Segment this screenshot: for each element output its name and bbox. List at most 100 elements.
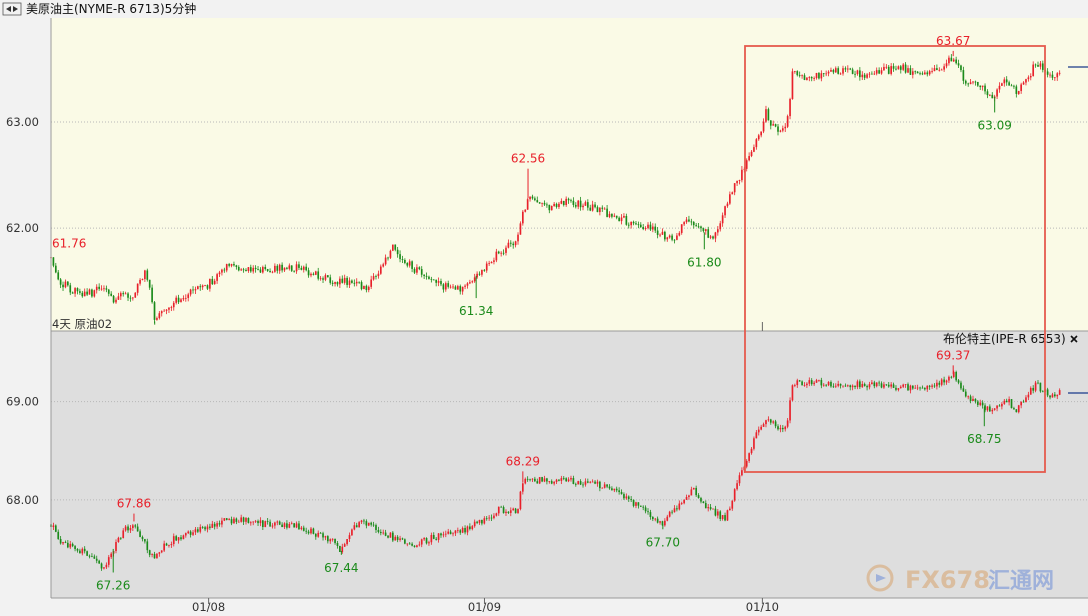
- candle-body: [54, 525, 57, 532]
- candle-body: [353, 282, 356, 284]
- candle-body: [233, 518, 235, 524]
- candle-body: [141, 536, 144, 540]
- candle-body: [668, 235, 671, 238]
- candle-body: [64, 281, 67, 288]
- candle-body: [620, 492, 623, 495]
- candle-body: [553, 481, 555, 484]
- candle-body: [784, 426, 787, 430]
- candle-body: [168, 545, 170, 546]
- candle-body: [878, 382, 880, 384]
- candle-body: [478, 273, 481, 275]
- candle-body: [846, 68, 849, 70]
- candle-body: [134, 292, 137, 298]
- candle-body: [160, 550, 163, 553]
- candle-body: [659, 521, 661, 523]
- candle-body: [615, 215, 618, 218]
- candle-body: [851, 69, 854, 74]
- candle-body: [160, 311, 163, 314]
- candle-body: [750, 151, 753, 157]
- candle-body: [319, 278, 322, 280]
- candle-body: [981, 85, 984, 88]
- candle-body: [719, 511, 722, 519]
- candle-body: [490, 261, 493, 264]
- candle-body: [192, 532, 194, 535]
- candle-body: [757, 429, 760, 433]
- candle-body: [230, 519, 233, 524]
- candle-body: [163, 310, 165, 312]
- candle-body: [801, 381, 803, 386]
- candle-body: [360, 282, 363, 290]
- candle-body: [211, 278, 214, 285]
- candle-body: [781, 128, 784, 131]
- candle-body: [79, 550, 81, 554]
- candle-body: [777, 426, 779, 430]
- candle-body: [175, 297, 178, 303]
- candle-body: [791, 71, 794, 100]
- candle-body: [940, 379, 943, 385]
- candle-body: [702, 228, 705, 232]
- candle-body: [252, 521, 255, 523]
- candle-body: [237, 266, 240, 271]
- candle-body: [199, 527, 202, 532]
- candle-body: [536, 200, 539, 203]
- candle-body: [753, 438, 755, 449]
- candle-body: [550, 481, 553, 484]
- candle-body: [591, 204, 594, 211]
- candle-body: [189, 531, 192, 535]
- candle-body: [370, 279, 373, 287]
- candle-body: [329, 539, 332, 542]
- candle-body: [716, 229, 719, 233]
- candle-body: [326, 536, 329, 542]
- candle-body: [286, 523, 288, 528]
- candle-body: [228, 264, 230, 266]
- watermark-chinese: 汇通网: [988, 569, 1054, 594]
- candle-body: [117, 537, 120, 543]
- candle-body: [570, 200, 572, 202]
- candle-body: [62, 542, 64, 544]
- candle-body: [163, 543, 165, 551]
- candle-body: [644, 507, 647, 512]
- candle-body: [697, 495, 700, 499]
- candle-body: [1025, 79, 1027, 83]
- candle-body: [382, 532, 385, 534]
- candle-body: [531, 196, 534, 199]
- candle-body: [394, 536, 397, 541]
- candle-body: [875, 70, 878, 74]
- candle-body: [945, 63, 948, 67]
- candle-body: [916, 387, 919, 389]
- candle-body: [902, 384, 905, 387]
- candle-body: [425, 538, 428, 544]
- candle-body: [1013, 85, 1015, 87]
- close-icon[interactable]: [1070, 335, 1078, 343]
- candle-body: [671, 511, 673, 513]
- candle-body: [326, 275, 329, 278]
- candle-body: [630, 221, 633, 226]
- candle-body: [517, 234, 519, 242]
- candle-body: [567, 479, 570, 482]
- candle-body: [813, 78, 815, 79]
- candle-body: [521, 483, 524, 492]
- candle-body: [209, 278, 211, 289]
- candle-body: [389, 250, 392, 258]
- candle-body: [904, 64, 907, 73]
- candle-body: [1008, 399, 1010, 403]
- split-arrows-icon[interactable]: [2, 2, 22, 16]
- candle-body: [820, 73, 823, 79]
- candle-body: [464, 527, 466, 533]
- candle-body: [168, 307, 170, 310]
- candle-body: [379, 266, 382, 274]
- candle-body: [842, 385, 844, 387]
- candle-body: [271, 525, 274, 527]
- candle-body: [442, 284, 445, 290]
- candle-body: [972, 398, 974, 401]
- candle-body: [1046, 71, 1049, 75]
- candle-body: [856, 381, 859, 388]
- candle-body: [907, 68, 909, 73]
- candle-body: [897, 388, 900, 390]
- candle-body: [242, 269, 245, 271]
- extreme-label: 63.09: [977, 118, 1011, 132]
- candle-body: [952, 59, 955, 62]
- candle-body: [577, 481, 580, 485]
- candle-body: [339, 545, 341, 553]
- candle-body: [738, 180, 741, 181]
